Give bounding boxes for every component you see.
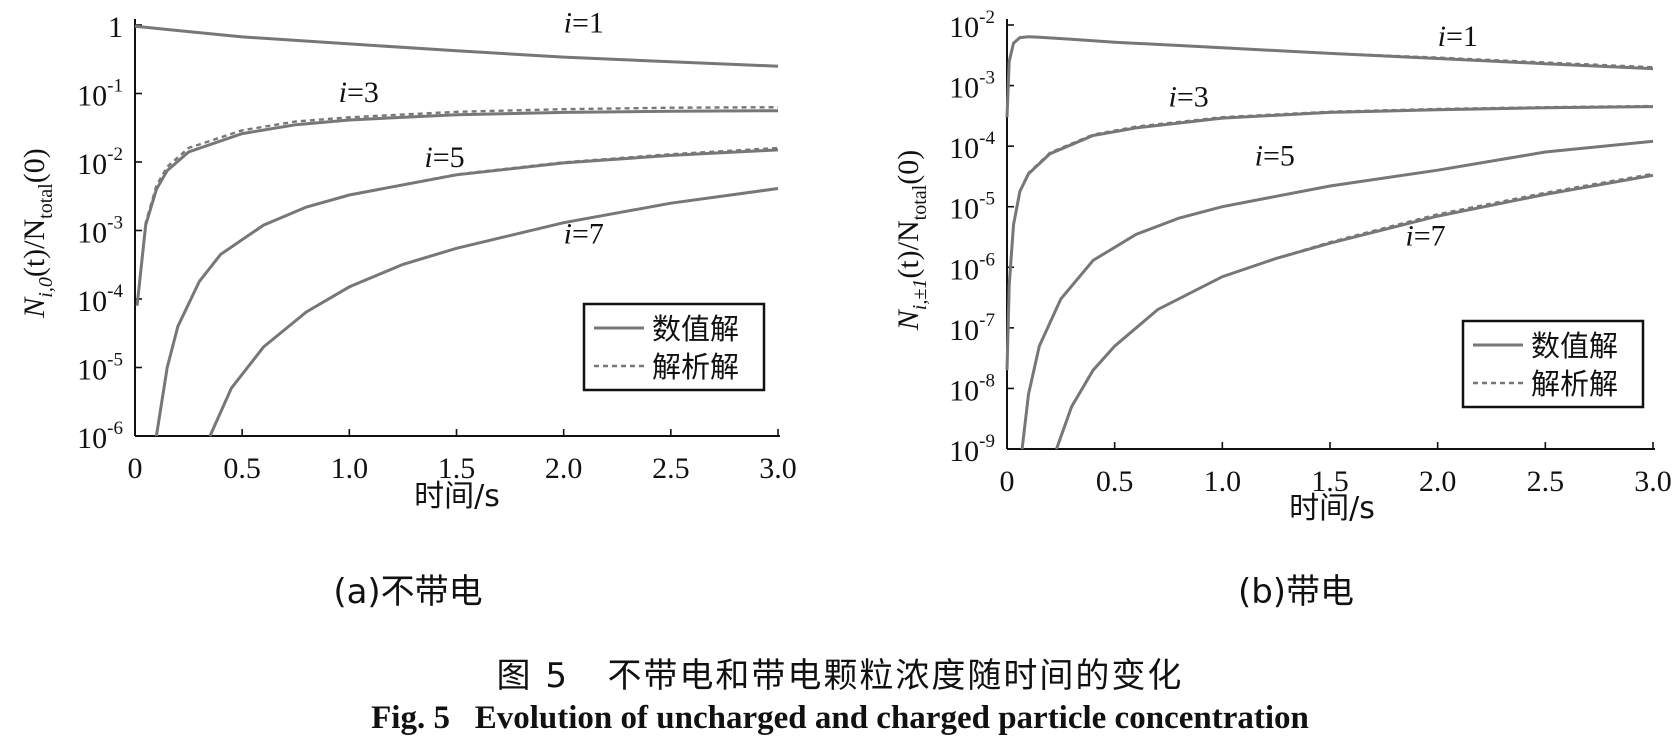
x-tick-label: 1.0 [1204, 465, 1242, 498]
y-axis-label: Ni,±1(t)/Ntotal(0) [892, 150, 931, 331]
series-line-numerical [154, 148, 779, 437]
series-label: i=1 [564, 6, 604, 39]
series-label: i=3 [339, 76, 379, 109]
legend-box [582, 302, 766, 392]
series-line-analytical [1055, 172, 1654, 450]
legend-label-analytical: 解析解 [652, 350, 739, 384]
series-label: i=7 [1405, 219, 1445, 252]
legend-label-analytical: 解析解 [1531, 367, 1618, 401]
x-tick-label: 0.5 [223, 452, 261, 485]
x-tick-label: 0.5 [1096, 465, 1134, 498]
y-tick-label: 10-2 [77, 144, 123, 181]
panel-caption: (a)不带电 [333, 572, 482, 612]
series-label: i=3 [1169, 81, 1209, 114]
x-tick-label: 0 [1000, 465, 1015, 498]
x-tick-label: 0 [128, 452, 143, 485]
series-label: i=5 [424, 141, 464, 174]
panel-caption: (b)带电 [1238, 572, 1354, 612]
y-axis-label: Ni,0(t)/Ntotal(0) [18, 148, 57, 318]
figure-caption-en: Fig. 5 Evolution of uncharged and charge… [0, 700, 1680, 737]
series-line-analytical [134, 25, 779, 68]
series-line-analytical [1020, 140, 1654, 450]
series-label: i=5 [1255, 139, 1295, 172]
x-tick-label: 1.5 [1311, 465, 1349, 498]
x-tick-label: 2.0 [1419, 465, 1457, 498]
y-tick-label: 10-4 [949, 128, 995, 165]
x-tick-label: 3.0 [759, 452, 797, 485]
y-tick-label: 10-1 [77, 76, 123, 113]
series-line-numerical [1005, 35, 1654, 118]
y-tick-label: 10-5 [77, 350, 123, 387]
series-line-analytical [1005, 104, 1654, 371]
chart-panel-b: 0 0.5 1.0 1.5 2.0 2.5 3.0 10-2 10-3 10-4 10-5 10-6 1… [892, 7, 1672, 612]
figure-caption-cn-label: 图 5 [496, 656, 569, 696]
y-tick-label: 10-9 [949, 431, 995, 468]
series-line-analytical [1005, 35, 1654, 118]
y-tick-label: 10-4 [77, 281, 123, 318]
figure-caption-cn-text: 不带电和带电颗粒浓度随时间的变化 [607, 656, 1184, 696]
legend-label-numerical: 数值解 [1531, 329, 1618, 363]
y-tick-label: 10-2 [949, 7, 995, 44]
figure-caption-en-label: Fig. 5 [371, 700, 450, 736]
x-tick-label: 3.0 [1634, 465, 1672, 498]
x-tick-label: 1.0 [331, 452, 369, 485]
series-line-analytical [155, 146, 779, 437]
y-tick-label: 1 [108, 11, 123, 44]
x-axis-label: 时间/s [1289, 491, 1375, 526]
chart-panel-a: 0 0.5 1.0 1.5 2.0 2.5 3.0 1 10-1 10-2 10-3 10-4 10-5… [18, 6, 797, 612]
x-tick-label: 1.5 [438, 452, 476, 485]
figure-caption-en-text: Evolution of uncharged and charged parti… [474, 700, 1309, 736]
figure-caption-cn: 图 5 不带电和带电颗粒浓度随时间的变化 [0, 648, 1680, 697]
x-tick-label: 2.5 [1527, 465, 1565, 498]
x-tick-label: 2.0 [545, 452, 583, 485]
series-line-analytical [135, 106, 779, 306]
y-tick-label: 10-6 [77, 418, 123, 455]
x-axis-label: 时间/s [414, 479, 500, 514]
series-label: i=1 [1438, 20, 1478, 53]
y-tick-label: 10-8 [949, 370, 995, 407]
series-label: i=7 [564, 217, 604, 250]
y-tick-label: 10-7 [949, 310, 995, 347]
y-tick-label: 10-6 [949, 249, 995, 286]
y-tick-label: 10-5 [949, 189, 995, 226]
series-line-analytical [208, 187, 779, 437]
x-tick-label: 2.5 [652, 452, 690, 485]
legend-label-numerical: 数值解 [652, 312, 739, 346]
y-tick-label: 10-3 [77, 213, 123, 250]
series-line-numerical [134, 24, 779, 68]
y-tick-label: 10-3 [949, 68, 995, 105]
legend-box [1461, 319, 1645, 409]
